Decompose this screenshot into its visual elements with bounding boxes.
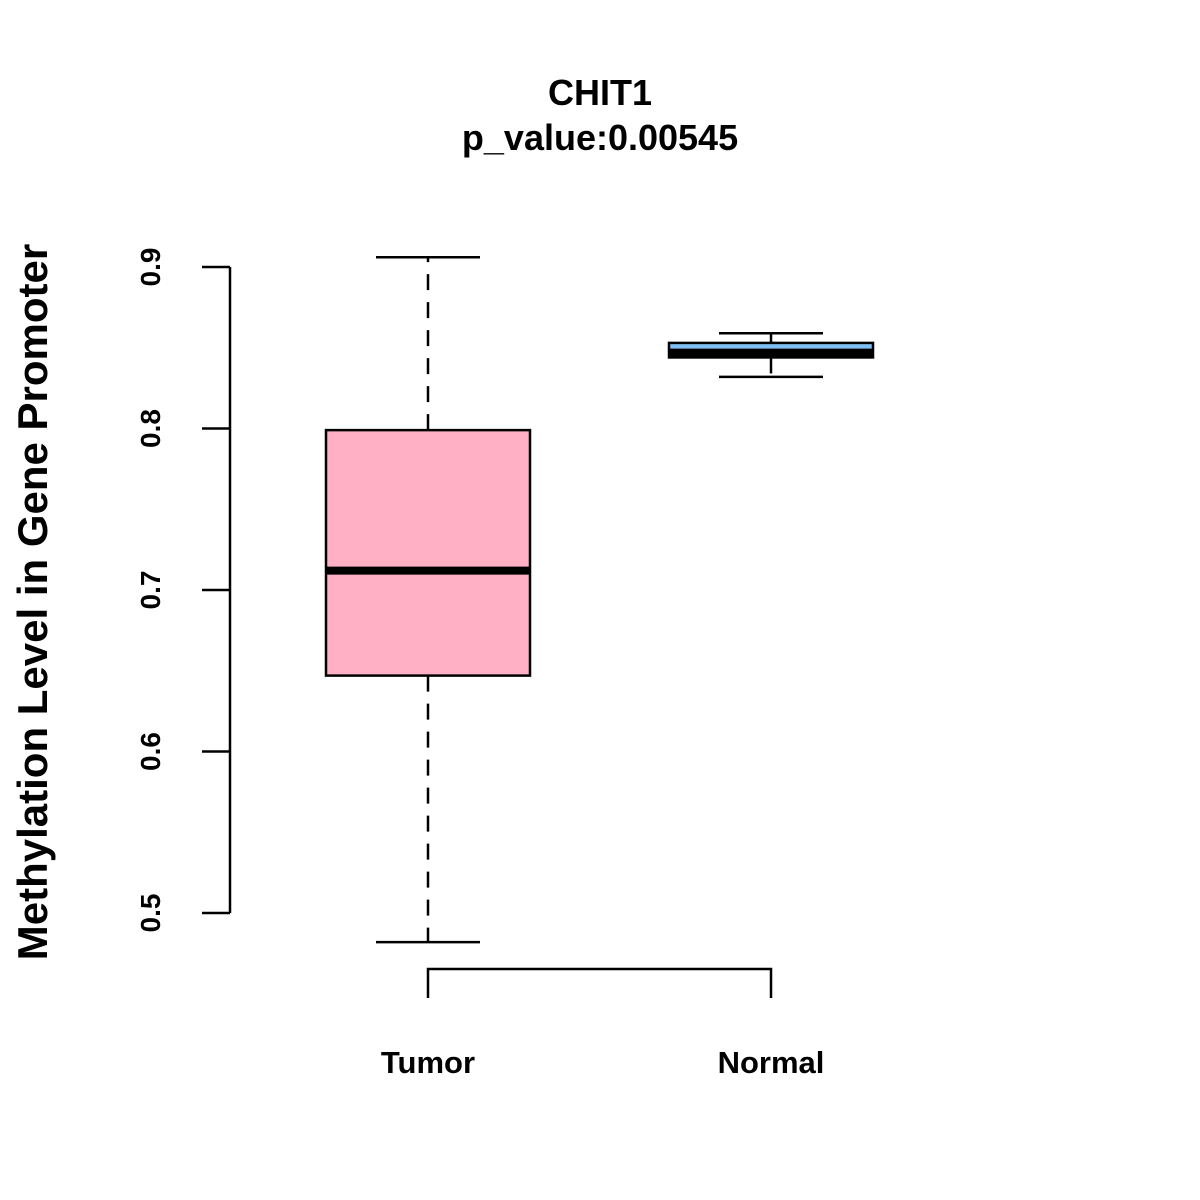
- y-tick-label: 0.8: [135, 409, 166, 448]
- box-normal: [667, 331, 875, 379]
- y-tick-label: 0.7: [135, 571, 166, 610]
- chart-title: CHIT1: [548, 72, 652, 113]
- y-axis: 0.5 0.6 0.7 0.8 0.9: [135, 248, 232, 933]
- box-iqr: [324, 428, 532, 677]
- category-label-tumor: Tumor: [381, 1045, 475, 1080]
- category-label-normal: Normal: [718, 1045, 825, 1080]
- y-tick-label: 0.6: [135, 732, 166, 771]
- chart-subtitle: p_value:0.00545: [462, 117, 738, 158]
- bracket-line: [426, 967, 773, 998]
- box-tumor: [324, 256, 532, 944]
- box-group: [324, 256, 875, 944]
- category-labels: Tumor Normal: [381, 1045, 824, 1080]
- y-tick-label: 0.5: [135, 894, 166, 933]
- significance-bracket: [426, 967, 773, 998]
- y-tick-label: 0.9: [135, 248, 166, 287]
- y-axis-label: Methylation Level in Gene Promoter: [9, 244, 56, 960]
